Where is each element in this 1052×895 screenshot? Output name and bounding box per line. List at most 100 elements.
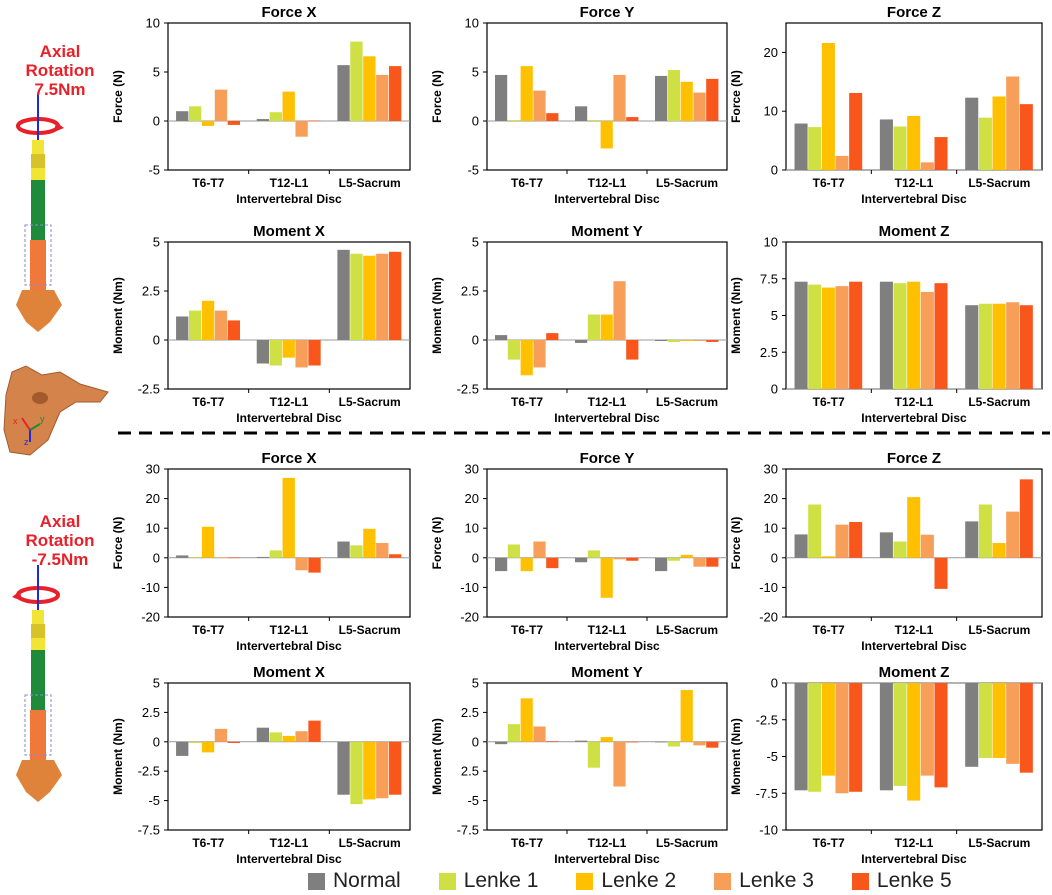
- bar: [978, 683, 992, 758]
- legend-label: Lenke 2: [601, 869, 677, 892]
- x-tick-label: T6-T7: [192, 395, 224, 409]
- bar: [934, 557, 948, 589]
- x-tick-label: T6-T7: [813, 836, 845, 850]
- bar: [879, 119, 893, 170]
- bar: [282, 735, 295, 742]
- x-axis-label: Intervertebral Disc: [236, 192, 342, 206]
- bar: [376, 543, 389, 558]
- bar: [965, 97, 979, 170]
- y-tick-label: 0: [771, 550, 778, 565]
- bar: [350, 545, 363, 558]
- chart-neg-moment-y: Moment Y -7.5 -5 2.5 0 2.5 5 Moment (Nm) T6-T7 T1…: [430, 664, 728, 866]
- y-tick-label: 0: [472, 114, 479, 129]
- bar: [188, 557, 202, 558]
- bar: [546, 333, 559, 340]
- y-tick-label: 30: [465, 462, 479, 477]
- bar: [363, 56, 376, 121]
- axis-marker-x: x: [13, 416, 18, 426]
- x-tick-label: T6-T7: [813, 395, 845, 409]
- bar: [600, 557, 613, 598]
- bar: [1019, 104, 1033, 170]
- chart-title: Force Z: [887, 450, 941, 467]
- x-tick-label: T12-L1: [895, 395, 934, 409]
- bar: [680, 690, 693, 742]
- bar: [613, 281, 626, 340]
- bar: [520, 557, 533, 572]
- y-tick-label: 30: [764, 462, 778, 477]
- bar: [667, 340, 680, 342]
- chart-neg-moment-x: Moment X -7.5 -5 -2.5 0 2.5 5 Moment (Nm) T6-T7 T…: [111, 664, 411, 866]
- bar: [907, 497, 921, 558]
- bar: [363, 741, 376, 800]
- bar: [520, 340, 533, 376]
- bar: [920, 291, 934, 389]
- bar: [308, 340, 321, 366]
- bar: [821, 287, 835, 389]
- chart-legend: Normal Lenke 1 Lenke 2 Lenke 3 Lenke 5: [308, 869, 990, 893]
- chart-title: Moment Y: [571, 223, 642, 240]
- x-tick-label: T6-T7: [511, 176, 543, 190]
- chart-title: Moment Y: [571, 664, 642, 681]
- y-tick-label: -2.5: [756, 712, 778, 727]
- bar: [600, 314, 613, 340]
- bar: [680, 554, 693, 558]
- bar: [794, 683, 808, 791]
- y-tick-label: -2.5: [457, 382, 479, 397]
- x-tick-label: T12-L1: [588, 176, 627, 190]
- bar: [1006, 683, 1020, 764]
- x-tick-label: L5-Sacrum: [656, 395, 718, 409]
- bar: [295, 340, 308, 368]
- y-axis-label: Moment (Nm): [111, 277, 125, 354]
- x-tick-label: L5-Sacrum: [656, 836, 718, 850]
- bar: [893, 126, 907, 170]
- side-label-bottom-line1: Axial: [39, 512, 81, 531]
- side-label-bottom-line3: -7.5Nm: [31, 550, 89, 569]
- y-tick-label: -7.5: [756, 786, 778, 801]
- bar: [507, 121, 520, 122]
- bar: [350, 253, 363, 340]
- bar: [821, 556, 835, 558]
- legend-item-3: Lenke 3: [714, 869, 814, 893]
- bar: [655, 340, 668, 341]
- bar: [376, 74, 389, 121]
- chart-pos-force-x: Force X -5 0 5 10 Force (N) T6-T7 T12-L1 L5-Sacr…: [111, 4, 411, 206]
- y-tick-label: 5: [153, 235, 160, 250]
- bar: [849, 92, 863, 170]
- y-tick-label: -10: [141, 580, 160, 595]
- y-axis-label: Moment (Nm): [430, 718, 444, 795]
- bar: [546, 113, 559, 121]
- legend-label: Lenke 1: [463, 869, 539, 892]
- bar: [533, 541, 546, 558]
- bar: [893, 683, 907, 786]
- chart-pos-moment-z: Moment Z 0 2.5 5 7.5 10 Moment (Nm) T6-T7 T12-L1…: [729, 223, 1043, 425]
- x-tick-label: T12-L1: [895, 623, 934, 637]
- bar: [879, 683, 893, 791]
- bar: [587, 314, 600, 340]
- side-label-top-line1: Axial: [39, 42, 81, 61]
- y-tick-label: 5: [771, 308, 778, 323]
- bar: [337, 741, 350, 795]
- x-tick-label: T6-T7: [192, 176, 224, 190]
- y-tick-label: 2.5: [461, 705, 479, 720]
- y-tick-label: -5: [467, 163, 479, 178]
- x-tick-label: T12-L1: [270, 176, 309, 190]
- bar: [706, 557, 719, 567]
- bar: [893, 541, 907, 558]
- bar: [176, 555, 189, 558]
- chart-title: Moment Z: [879, 664, 950, 681]
- y-axis-label: Force (N): [729, 517, 743, 570]
- bar: [934, 137, 948, 170]
- bar: [363, 255, 376, 340]
- y-tick-label: 5: [153, 65, 160, 80]
- y-tick-label: -7.5: [457, 823, 479, 838]
- bar: [821, 683, 835, 776]
- x-tick-label: L5-Sacrum: [968, 176, 1030, 190]
- y-tick-label: 10: [465, 16, 479, 31]
- x-axis-label: Intervertebral Disc: [861, 852, 967, 866]
- bar: [992, 96, 1006, 170]
- bar: [256, 727, 270, 742]
- chart-pos-moment-x: Moment X -2.5 0 2.5 5 Moment (Nm) T6-T7 T12-L1 L…: [111, 223, 411, 425]
- bar: [626, 741, 639, 743]
- bar: [308, 120, 321, 122]
- bar: [655, 741, 668, 743]
